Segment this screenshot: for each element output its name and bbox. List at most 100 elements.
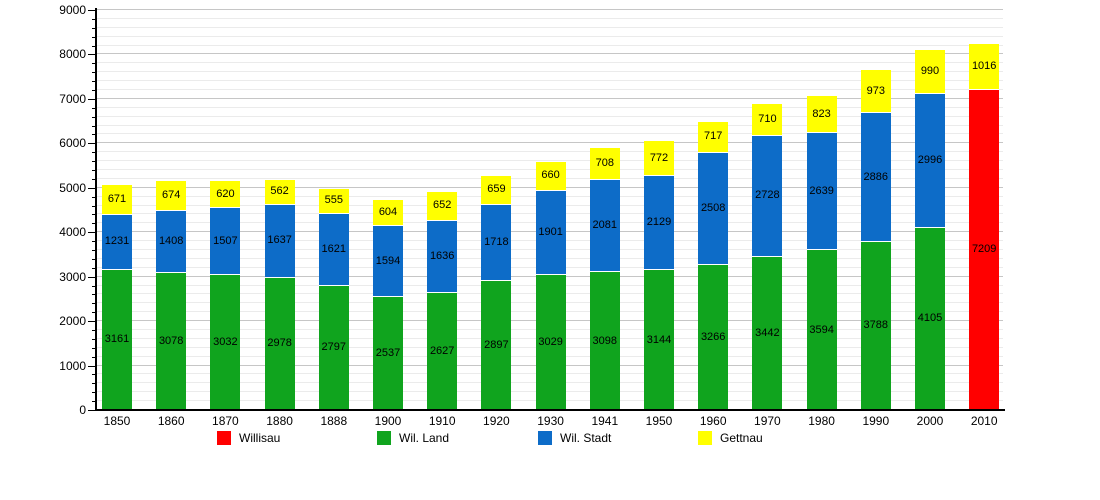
bar-value-label: 3788 — [863, 319, 889, 332]
bar-segment-wil-stadt: 2639 — [806, 133, 837, 251]
y-tick — [92, 347, 96, 349]
y-axis-label: 8000 — [59, 47, 86, 62]
bar-segment-wil-stadt: 1621 — [318, 213, 349, 286]
y-tick — [92, 223, 96, 225]
gridline — [97, 44, 1003, 46]
bar-value-label: 1637 — [267, 234, 292, 247]
bar-1870: 3032 1507 620 — [210, 180, 241, 410]
y-tick — [92, 152, 96, 154]
y-tick — [88, 321, 96, 323]
bar-segment-wil-land: 3788 — [860, 241, 891, 410]
x-axis-label: 1850 — [103, 414, 131, 428]
gridline — [97, 124, 1003, 126]
gridline — [97, 80, 1003, 82]
bar-value-label: 620 — [216, 187, 235, 200]
y-tick — [92, 196, 96, 198]
x-axis-label: 1941 — [591, 414, 619, 428]
gridline — [97, 89, 1003, 90]
bar-value-label: 772 — [649, 151, 669, 164]
bar-value-label: 562 — [270, 185, 289, 198]
bar-segment-gettnau: 973 — [860, 70, 891, 114]
bar-value-label: 3594 — [809, 323, 834, 336]
bar-value-label: 2728 — [755, 189, 780, 202]
bar-value-label: 604 — [378, 205, 398, 218]
bar-value-label: 1621 — [321, 242, 347, 255]
bar-value-label: 2797 — [321, 341, 347, 354]
x-axis-label: 1910 — [428, 414, 456, 428]
y-tick — [88, 187, 96, 189]
plot-area: 3161 1231 671 3078 1408 674 3032 1507 620 2978 163… — [97, 9, 1003, 410]
y-tick — [92, 374, 96, 376]
gridline — [97, 9, 1003, 10]
bar-segment-gettnau: 674 — [156, 180, 187, 211]
legend-swatch — [698, 431, 712, 445]
gridline — [97, 53, 1003, 55]
bar-1980: 3594 2639 823 — [806, 96, 837, 410]
bar-segment-wil-stadt: 2129 — [644, 175, 674, 271]
gridline — [97, 97, 1003, 99]
gridline — [97, 142, 1003, 144]
x-axis-label: 1860 — [157, 414, 185, 428]
y-axis-label: 4000 — [59, 225, 86, 240]
legend-item-wil-land: Wil. Land — [377, 431, 449, 445]
y-tick — [92, 401, 96, 403]
y-tick — [92, 36, 96, 38]
bar-value-label: 1718 — [484, 236, 509, 249]
bar-value-label: 3266 — [700, 330, 726, 343]
y-tick — [92, 214, 96, 216]
bar-value-label: 2537 — [375, 347, 401, 360]
bar-segment-wil-stadt: 1637 — [264, 204, 295, 278]
bar-segment-gettnau: 717 — [698, 121, 729, 154]
bar-segment-wil-land: 3594 — [806, 250, 837, 410]
bar-value-label: 2996 — [917, 153, 943, 166]
y-tick — [88, 98, 96, 100]
bar-value-label: 555 — [324, 194, 343, 207]
legend: Willisau Wil. Land Wil. Stadt Gettnau — [0, 431, 1100, 449]
bar-value-label: 3078 — [158, 335, 184, 348]
y-tick — [88, 365, 96, 367]
y-axis-label: 9000 — [59, 3, 86, 17]
bar-value-label: 990 — [920, 65, 940, 78]
bar-value-label: 2081 — [592, 219, 618, 232]
bar-segment-wil-stadt: 1636 — [427, 220, 458, 294]
bar-segment-wil-land: 3442 — [752, 257, 783, 410]
bar-segment-wil-land: 2627 — [427, 293, 458, 410]
legend-label: Willisau — [239, 431, 281, 445]
x-axis-label: 2000 — [916, 414, 944, 428]
gridline — [97, 26, 1003, 28]
y-tick — [92, 45, 96, 47]
bar-1990: 3788 2886 973 — [860, 70, 891, 410]
x-axis-label: 1960 — [699, 414, 727, 428]
bar-1930: 3029 1901 660 — [535, 161, 566, 410]
legend-swatch — [217, 431, 231, 445]
y-axis-label: 0 — [79, 403, 86, 417]
bar-segment-willisau: 7209 — [969, 89, 1000, 410]
bar-value-label: 671 — [107, 192, 127, 205]
x-axis-label: 1880 — [266, 414, 293, 428]
gridline — [97, 62, 1003, 64]
bar-segment-wil-stadt: 2886 — [860, 113, 891, 242]
bar-segment-wil-stadt: 2508 — [698, 153, 729, 265]
bar-segment-wil-land: 2537 — [373, 297, 403, 410]
y-tick — [92, 27, 96, 29]
bar-1860: 3078 1408 674 — [156, 180, 187, 410]
bar-value-label: 3029 — [538, 336, 563, 349]
bar-value-label: 710 — [758, 113, 777, 126]
y-tick — [88, 276, 96, 278]
x-axis-label: 1930 — [537, 414, 564, 428]
bar-segment-wil-land: 4105 — [915, 227, 945, 410]
bar-segment-gettnau: 1016 — [969, 44, 1000, 90]
y-tick — [92, 81, 96, 83]
bar-value-label: 823 — [812, 107, 831, 120]
y-tick — [92, 267, 96, 269]
y-tick — [92, 338, 96, 340]
x-axis-label: 1990 — [862, 414, 890, 428]
x-axis-label: 2010 — [970, 414, 998, 428]
y-tick — [92, 312, 96, 314]
y-tick — [92, 125, 96, 127]
bar-segment-wil-stadt: 2728 — [752, 135, 783, 258]
bar-2010: 7209 1016 — [969, 44, 1000, 410]
bar-value-label: 2886 — [863, 170, 889, 183]
legend-label: Gettnau — [720, 431, 763, 445]
bar-value-label: 1594 — [375, 254, 401, 267]
